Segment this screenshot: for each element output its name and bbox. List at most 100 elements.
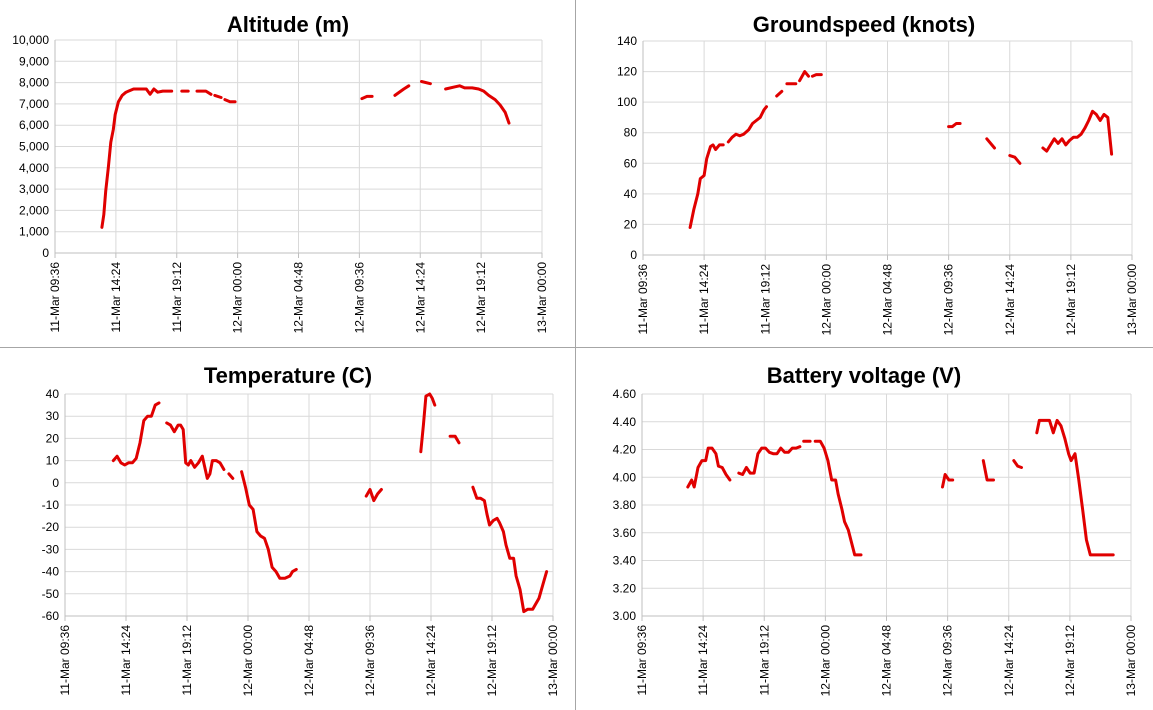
y-tick-label: 10,000 [12, 33, 49, 47]
battery-voltage-chart-svg: Battery voltage (V) 3.00 3.20 3.40 3.60 3.80 4… [613, 363, 1138, 697]
x-tick-label: 12-Mar 19:12 [1063, 625, 1077, 697]
series-line-segment [686, 446, 732, 489]
x-tick-label: 11-Mar 19:12 [180, 625, 194, 696]
y-tick-label: 8,000 [19, 76, 49, 90]
x-tick-label: 11-Mar 09:36 [48, 262, 62, 333]
series-line-segment [813, 439, 863, 557]
series-line-segment [448, 434, 461, 445]
y-tick-label: 0 [630, 248, 637, 262]
y-tick-label: 3,000 [19, 182, 49, 196]
series-line-segment [240, 470, 298, 580]
y-tick-label: 4,000 [19, 161, 49, 175]
y-tick-label: 0 [42, 246, 49, 260]
series-line-segment [213, 93, 223, 99]
x-tick-label: 11-Mar 19:12 [757, 625, 771, 696]
y-tick-label: 2,000 [19, 203, 49, 217]
y-tick-label: 0 [52, 476, 59, 490]
chart-title: Temperature (C) [204, 363, 372, 388]
y-tick-label: 20 [624, 217, 638, 231]
series-line-segment [1012, 459, 1023, 469]
chart-title: Groundspeed (knots) [753, 12, 975, 37]
x-tick-label: 12-Mar 00:00 [818, 625, 832, 697]
y-tick-label: 3.80 [613, 498, 637, 512]
y-tick-label: 4.20 [613, 443, 637, 457]
x-tick-label: 12-Mar 14:24 [413, 262, 427, 334]
y-tick-label: 4.00 [613, 470, 637, 484]
x-tick-label: 12-Mar 04:48 [881, 264, 895, 336]
groundspeed-chart: Groundspeed (knots) 0 20 40 60 80 100 120 140 11-… [576, 0, 1153, 347]
x-tick-label: 12-Mar 04:48 [880, 625, 894, 697]
y-tick-label: 3.40 [613, 554, 637, 568]
y-tick-label: 10 [46, 454, 60, 468]
x-tick-label: 12-Mar 14:24 [424, 625, 438, 697]
series-line-segment [737, 445, 802, 476]
y-tick-label: 3.20 [613, 581, 637, 595]
y-tick-label: 9,000 [19, 54, 49, 68]
x-tick-label: 11-Mar 14:24 [119, 625, 133, 696]
x-tick-label: 12-Mar 09:36 [363, 625, 377, 697]
y-tick-label: -10 [42, 498, 60, 512]
x-tick-label: 12-Mar 19:12 [1064, 264, 1078, 336]
series-line-segment [100, 87, 174, 229]
x-tick-label: 12-Mar 14:24 [1003, 264, 1017, 336]
x-tick-label: 11-Mar 14:24 [697, 264, 711, 335]
x-tick-label: 12-Mar 09:36 [942, 264, 956, 336]
y-tick-label: 60 [624, 156, 638, 170]
x-tick-label: 11-Mar 14:24 [696, 625, 710, 696]
y-tick-label: 80 [624, 126, 638, 140]
series-line-segment [941, 473, 955, 489]
x-tick-label: 12-Mar 14:24 [1002, 625, 1016, 697]
vertical-divider [575, 0, 576, 710]
y-tick-label: 20 [46, 431, 60, 445]
series-line-segment [165, 421, 226, 480]
series-line-segment [419, 392, 437, 454]
y-tick-label: 140 [617, 34, 637, 48]
series-line-segment [775, 89, 784, 98]
x-tick-label: 12-Mar 04:48 [292, 262, 306, 334]
y-tick-label: 6,000 [19, 118, 49, 132]
y-tick-label: -60 [42, 609, 60, 623]
y-tick-label: 7,000 [19, 97, 49, 111]
x-tick-label: 12-Mar 19:12 [485, 625, 499, 697]
y-tick-label: 5,000 [19, 140, 49, 154]
x-tick-label: 13-Mar 00:00 [1124, 625, 1138, 697]
series-line-segment [985, 137, 996, 150]
groundspeed-chart-svg: Groundspeed (knots) 0 20 40 60 80 100 120 140 11-… [617, 12, 1139, 336]
temperature-chart: Temperature (C) -60 -50 -40 -30 -20 -10 0 10 20 30… [0, 348, 575, 710]
series-line-segment [471, 485, 549, 614]
y-tick-label: 4.40 [613, 415, 637, 429]
x-tick-label: 11-Mar 09:36 [636, 264, 650, 335]
y-tick-label: 40 [46, 387, 60, 401]
series-line-segment [1035, 418, 1115, 557]
y-tick-label: 40 [624, 187, 638, 201]
x-tick-label: 12-Mar 09:36 [352, 262, 366, 334]
series-line-segment [1041, 109, 1114, 156]
series-line-segment [223, 98, 237, 104]
series-line-segment [420, 80, 432, 86]
series-line-segment [444, 84, 511, 125]
series-line-segment [726, 105, 768, 144]
series-line-segment [111, 401, 161, 467]
x-tick-label: 12-Mar 00:00 [241, 625, 255, 697]
x-tick-label: 11-Mar 09:36 [58, 625, 72, 696]
y-tick-label: 1,000 [19, 225, 49, 239]
series-line-segment [947, 122, 962, 129]
series-line-segment [688, 143, 725, 229]
y-tick-label: -40 [42, 565, 60, 579]
x-tick-label: 11-Mar 19:12 [170, 262, 184, 333]
y-tick-label: -30 [42, 542, 60, 556]
series-line-segment [195, 89, 213, 96]
x-tick-label: 12-Mar 00:00 [819, 264, 833, 336]
x-tick-label: 12-Mar 19:12 [474, 262, 488, 334]
y-tick-label: 100 [617, 95, 637, 109]
y-tick-label: -20 [42, 520, 60, 534]
horizontal-divider [0, 347, 1153, 348]
altitude-chart: Altitude (m) 0 1,000 2,000 3,000 4,000 5,000 6,… [0, 0, 575, 347]
x-tick-label: 11-Mar 14:24 [109, 262, 123, 333]
x-tick-label: 12-Mar 09:36 [941, 625, 955, 697]
y-tick-label: 3.60 [613, 526, 637, 540]
series-line-segment [981, 459, 995, 482]
chart-title: Battery voltage (V) [767, 363, 961, 388]
x-tick-label: 13-Mar 00:00 [1125, 264, 1139, 336]
